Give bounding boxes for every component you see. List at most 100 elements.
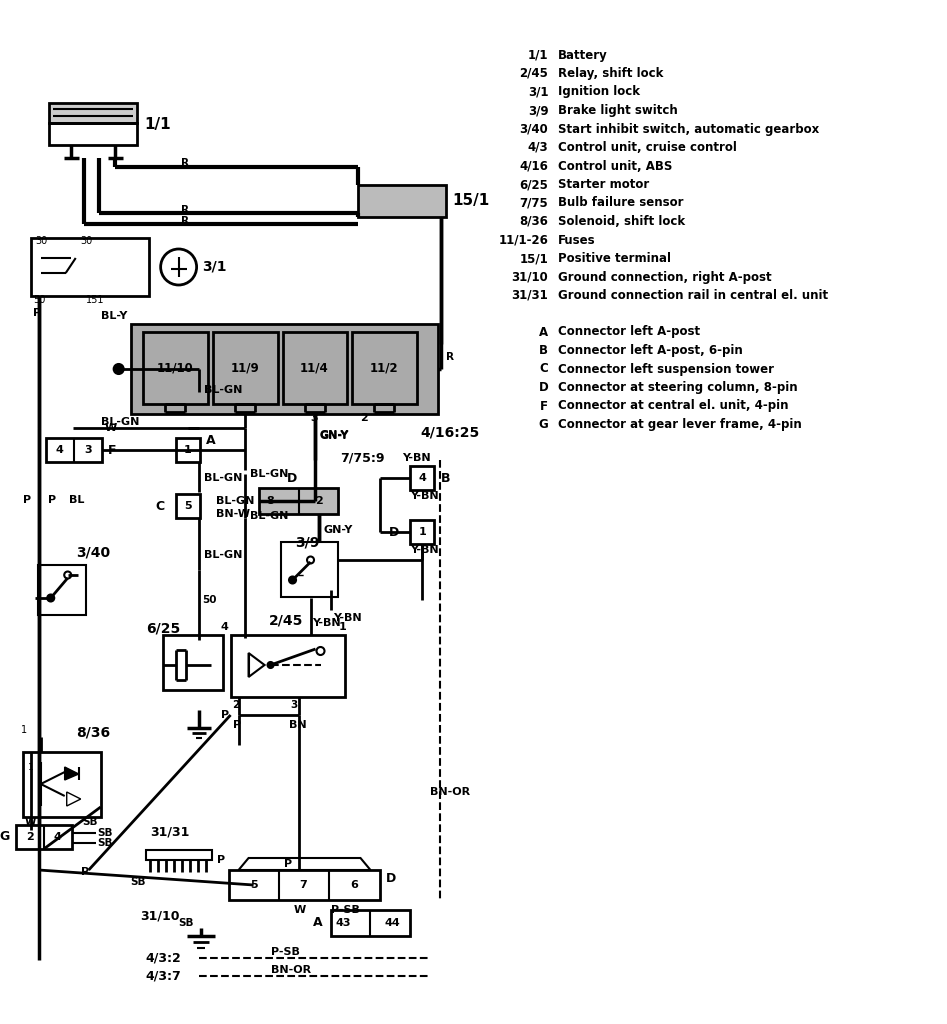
Text: 2: 2 [233, 700, 240, 710]
Text: Control unit, ABS: Control unit, ABS [559, 160, 672, 172]
Text: 3/9: 3/9 [527, 104, 548, 117]
Text: Relay, shift lock: Relay, shift lock [559, 67, 664, 80]
Text: BL-GN: BL-GN [100, 417, 139, 427]
Text: 50: 50 [203, 595, 217, 605]
Bar [45, 438, 101, 462]
Text: F: F [108, 443, 116, 457]
Text: 30: 30 [80, 236, 93, 246]
Text: 31/31: 31/31 [511, 289, 548, 302]
Text: 151: 151 [86, 295, 104, 305]
Text: 3: 3 [291, 700, 297, 710]
Circle shape [114, 364, 124, 374]
Text: D: D [388, 525, 399, 539]
Text: BN: BN [289, 720, 306, 730]
Text: 8/36: 8/36 [76, 725, 110, 739]
Text: 43: 43 [336, 918, 351, 928]
Text: A: A [205, 433, 215, 446]
Text: 1: 1 [338, 622, 347, 632]
Text: 30: 30 [36, 236, 48, 246]
Text: 11/4: 11/4 [300, 361, 329, 375]
Bar [131, 324, 438, 414]
Text: 4: 4 [56, 445, 63, 455]
Text: 1: 1 [419, 527, 426, 537]
Text: 50: 50 [33, 295, 45, 305]
Text: 7/75:9: 7/75:9 [341, 452, 385, 465]
Bar [16, 825, 72, 849]
Text: C: C [540, 362, 548, 376]
Text: Y-BN: Y-BN [402, 453, 431, 463]
Text: SB: SB [131, 877, 146, 887]
Text: P: P [47, 495, 56, 505]
Text: 2/45: 2/45 [269, 614, 303, 628]
Text: BL-GN: BL-GN [250, 469, 288, 479]
Text: 2/45: 2/45 [520, 67, 548, 80]
Circle shape [268, 662, 274, 668]
Text: B: B [440, 471, 450, 484]
Text: BL-GN: BL-GN [216, 496, 254, 506]
Text: Y-BN: Y-BN [410, 490, 439, 501]
Text: 4/3:7: 4/3:7 [146, 970, 182, 982]
Text: GN-Y: GN-Y [324, 525, 353, 535]
Text: A: A [539, 326, 548, 339]
Text: 31/31: 31/31 [151, 825, 190, 839]
Text: BN-OR: BN-OR [271, 965, 311, 975]
Text: D: D [539, 381, 548, 394]
Text: R: R [181, 216, 188, 226]
Bar [228, 870, 381, 900]
Text: 15/1: 15/1 [453, 194, 490, 209]
Bar [352, 332, 418, 404]
Text: Ignition lock: Ignition lock [559, 85, 640, 98]
Text: Fuses: Fuses [559, 233, 596, 247]
Text: Connector at gear lever frame, 4-pin: Connector at gear lever frame, 4-pin [559, 418, 802, 431]
Text: 5: 5 [184, 501, 191, 511]
Text: 4/16: 4/16 [520, 160, 548, 172]
Text: 7: 7 [299, 880, 308, 890]
Text: P: P [217, 855, 224, 865]
Text: R: R [446, 352, 455, 362]
Text: SB: SB [98, 828, 114, 838]
Text: 3/1: 3/1 [527, 85, 548, 98]
Text: R: R [181, 158, 188, 168]
Bar [30, 238, 149, 296]
Text: SB: SB [179, 918, 194, 928]
Text: Connector left suspension tower: Connector left suspension tower [559, 362, 775, 376]
Text: P: P [80, 867, 89, 877]
Bar [410, 520, 435, 544]
Text: Starter motor: Starter motor [559, 178, 650, 191]
Text: SB: SB [98, 838, 114, 848]
Text: B: B [540, 344, 548, 357]
Text: 44: 44 [384, 918, 401, 928]
Circle shape [47, 595, 54, 601]
Text: Ground connection rail in central el. unit: Ground connection rail in central el. un… [559, 289, 829, 302]
Text: Connector at central el. unit, 4-pin: Connector at central el. unit, 4-pin [559, 399, 789, 413]
Text: 3/1: 3/1 [203, 260, 227, 274]
Polygon shape [64, 767, 79, 780]
Bar [230, 635, 346, 697]
Bar [38, 565, 86, 615]
Circle shape [289, 577, 296, 584]
Text: Brake light switch: Brake light switch [559, 104, 678, 117]
Text: Ground connection, right A-post: Ground connection, right A-post [559, 270, 772, 284]
Text: 5: 5 [250, 880, 258, 890]
Text: BN-W: BN-W [216, 509, 250, 519]
Text: BL-GN: BL-GN [250, 511, 288, 521]
Text: 6/25: 6/25 [520, 178, 548, 191]
Bar [175, 438, 200, 462]
Text: 11/2: 11/2 [370, 361, 399, 375]
Bar [143, 332, 207, 404]
Text: P: P [221, 710, 229, 720]
Text: P: P [233, 720, 241, 730]
Text: P-SB: P-SB [271, 947, 299, 957]
Text: Positive terminal: Positive terminal [559, 252, 671, 265]
Text: C: C [155, 500, 165, 512]
Text: P-SB: P-SB [331, 905, 359, 915]
Text: G: G [0, 830, 10, 844]
Text: 3/40: 3/40 [520, 123, 548, 135]
Bar [259, 488, 338, 514]
Bar [163, 635, 223, 690]
Bar [48, 123, 136, 145]
Text: 3: 3 [311, 413, 318, 423]
Bar [213, 332, 277, 404]
Text: 15/1: 15/1 [520, 252, 548, 265]
Text: P: P [23, 495, 31, 505]
